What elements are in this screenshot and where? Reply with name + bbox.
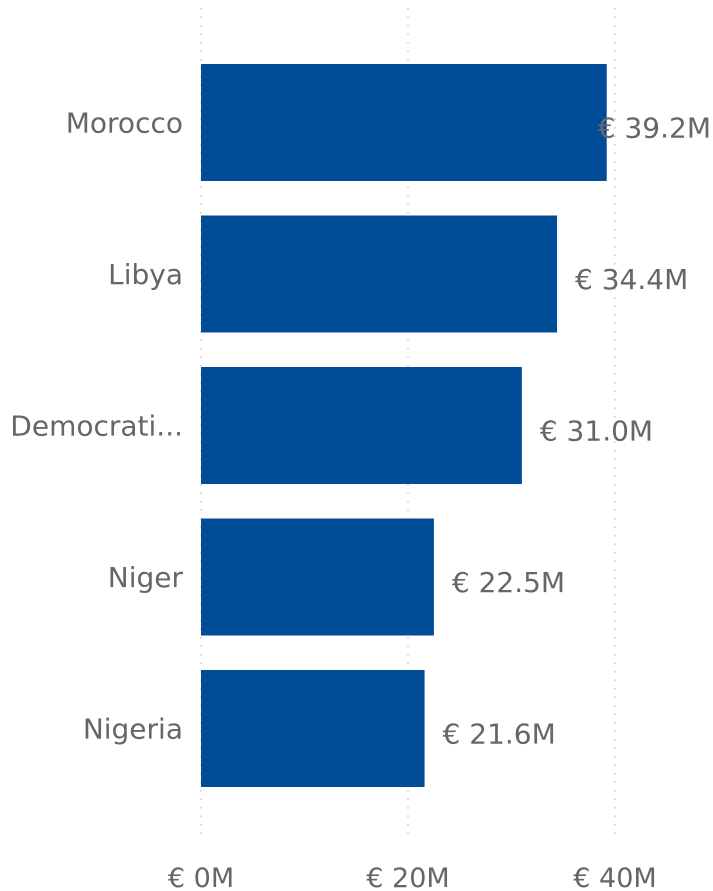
category-label-libya: Libya (108, 258, 183, 291)
category-label-niger: Niger (108, 561, 184, 594)
category-label-nigeria: Nigeria (83, 713, 183, 746)
bar-nigeria[interactable] (201, 670, 425, 787)
data-label-morocco: € 39.2M (598, 112, 711, 145)
x-tick-label-40: € 40M (573, 863, 656, 891)
bars (201, 64, 607, 787)
data-labels: € 39.2M € 34.4M € 31.0M € 22.5M € 21.6M (443, 112, 711, 751)
x-tick-label-0: € 0M (168, 863, 234, 891)
x-axis-tick-labels: € 0M € 20M € 40M (168, 863, 657, 891)
bar-libya[interactable] (201, 215, 558, 333)
bar-morocco[interactable] (201, 64, 607, 181)
data-label-libya: € 34.4M (575, 263, 688, 296)
bar-niger[interactable] (201, 518, 434, 636)
data-label-niger: € 22.5M (452, 566, 565, 599)
bar-democrati[interactable] (201, 367, 522, 484)
category-labels: Morocco Libya Democrati... Niger Nigeria (10, 107, 183, 746)
category-label-morocco: Morocco (66, 107, 183, 140)
category-label-democrati: Democrati... (10, 410, 183, 443)
data-label-democrati: € 31.0M (540, 415, 653, 448)
data-label-nigeria: € 21.6M (443, 718, 556, 751)
x-tick-label-20: € 20M (366, 863, 449, 891)
